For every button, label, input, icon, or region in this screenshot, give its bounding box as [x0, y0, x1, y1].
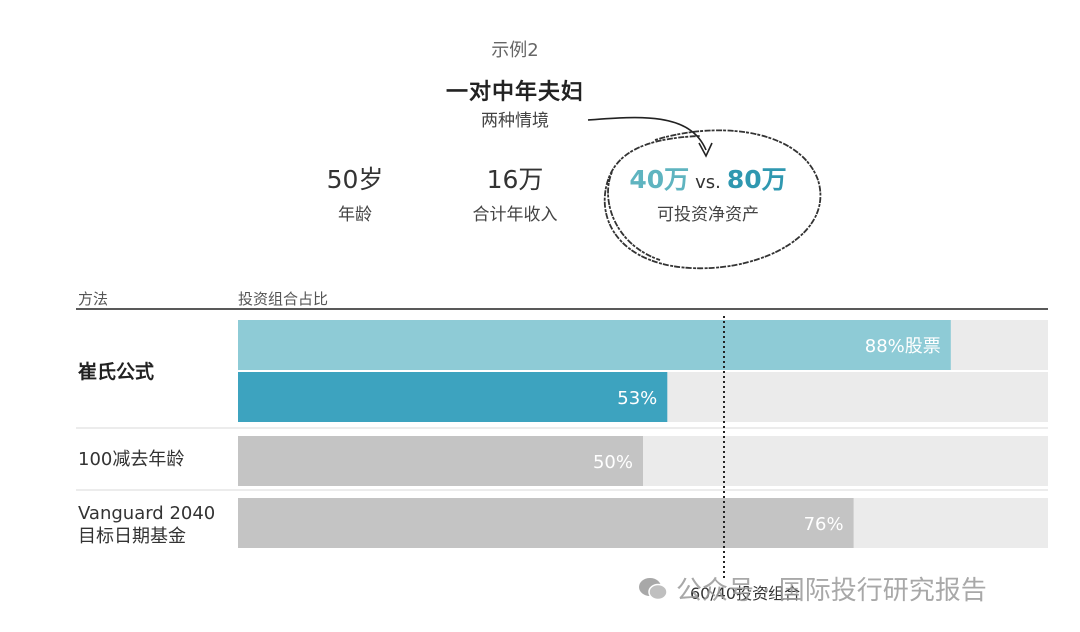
row-label-cui-formula: 崔氏公式	[78, 361, 155, 383]
bar-value-label: 76%	[804, 514, 844, 535]
bar-2-0	[238, 498, 854, 548]
row-label-100-minus-age: 100减去年龄	[78, 449, 185, 470]
bar-value-label: 88%股票	[865, 336, 941, 357]
bar-value-label: 50%	[593, 452, 633, 473]
stat-assets-value-a: 40万	[629, 165, 690, 194]
watermark: 公众号 · 国际投行研究报告	[638, 570, 987, 607]
stat-age: 50岁 年龄	[305, 160, 405, 225]
couple-title: 一对中年夫妇	[445, 80, 584, 105]
stat-income-label: 合计年收入	[472, 205, 558, 225]
row-label-vanguard-line-2: 目标日期基金	[78, 526, 186, 548]
stat-income-value: 16万	[486, 165, 544, 194]
bar-value-label: 53%	[617, 388, 657, 409]
bar-0-1	[238, 372, 668, 422]
wechat-icon	[639, 577, 668, 600]
reference-line-label: 60/40投资组合	[690, 584, 801, 603]
column-header-portfolio: 投资组合占比	[238, 290, 329, 308]
stat-age-label: 年龄	[338, 205, 372, 225]
row-label-vanguard-2040: Vanguard 2040 目标日期基金	[78, 502, 215, 549]
watermark-text: 公众号 · 国际投行研究报告	[676, 576, 987, 606]
column-header-method: 方法	[78, 290, 109, 308]
stat-assets-vs: vs.	[695, 172, 721, 193]
stat-assets-label: 可投资净资产	[657, 205, 759, 225]
row-label-vanguard-line-1: Vanguard 2040	[78, 503, 216, 524]
couple-subtitle: 两种情境	[481, 111, 549, 131]
stat-age-value: 50岁	[326, 165, 384, 194]
stat-assets: 40万 vs. 80万 可投资净资产	[618, 160, 798, 225]
bar-1-0	[238, 436, 643, 486]
stat-assets-value-b: 80万	[726, 165, 787, 194]
bar-0-0	[238, 320, 951, 370]
example-label: 示例2	[491, 40, 539, 61]
stat-income: 16万 合计年收入	[440, 160, 590, 225]
